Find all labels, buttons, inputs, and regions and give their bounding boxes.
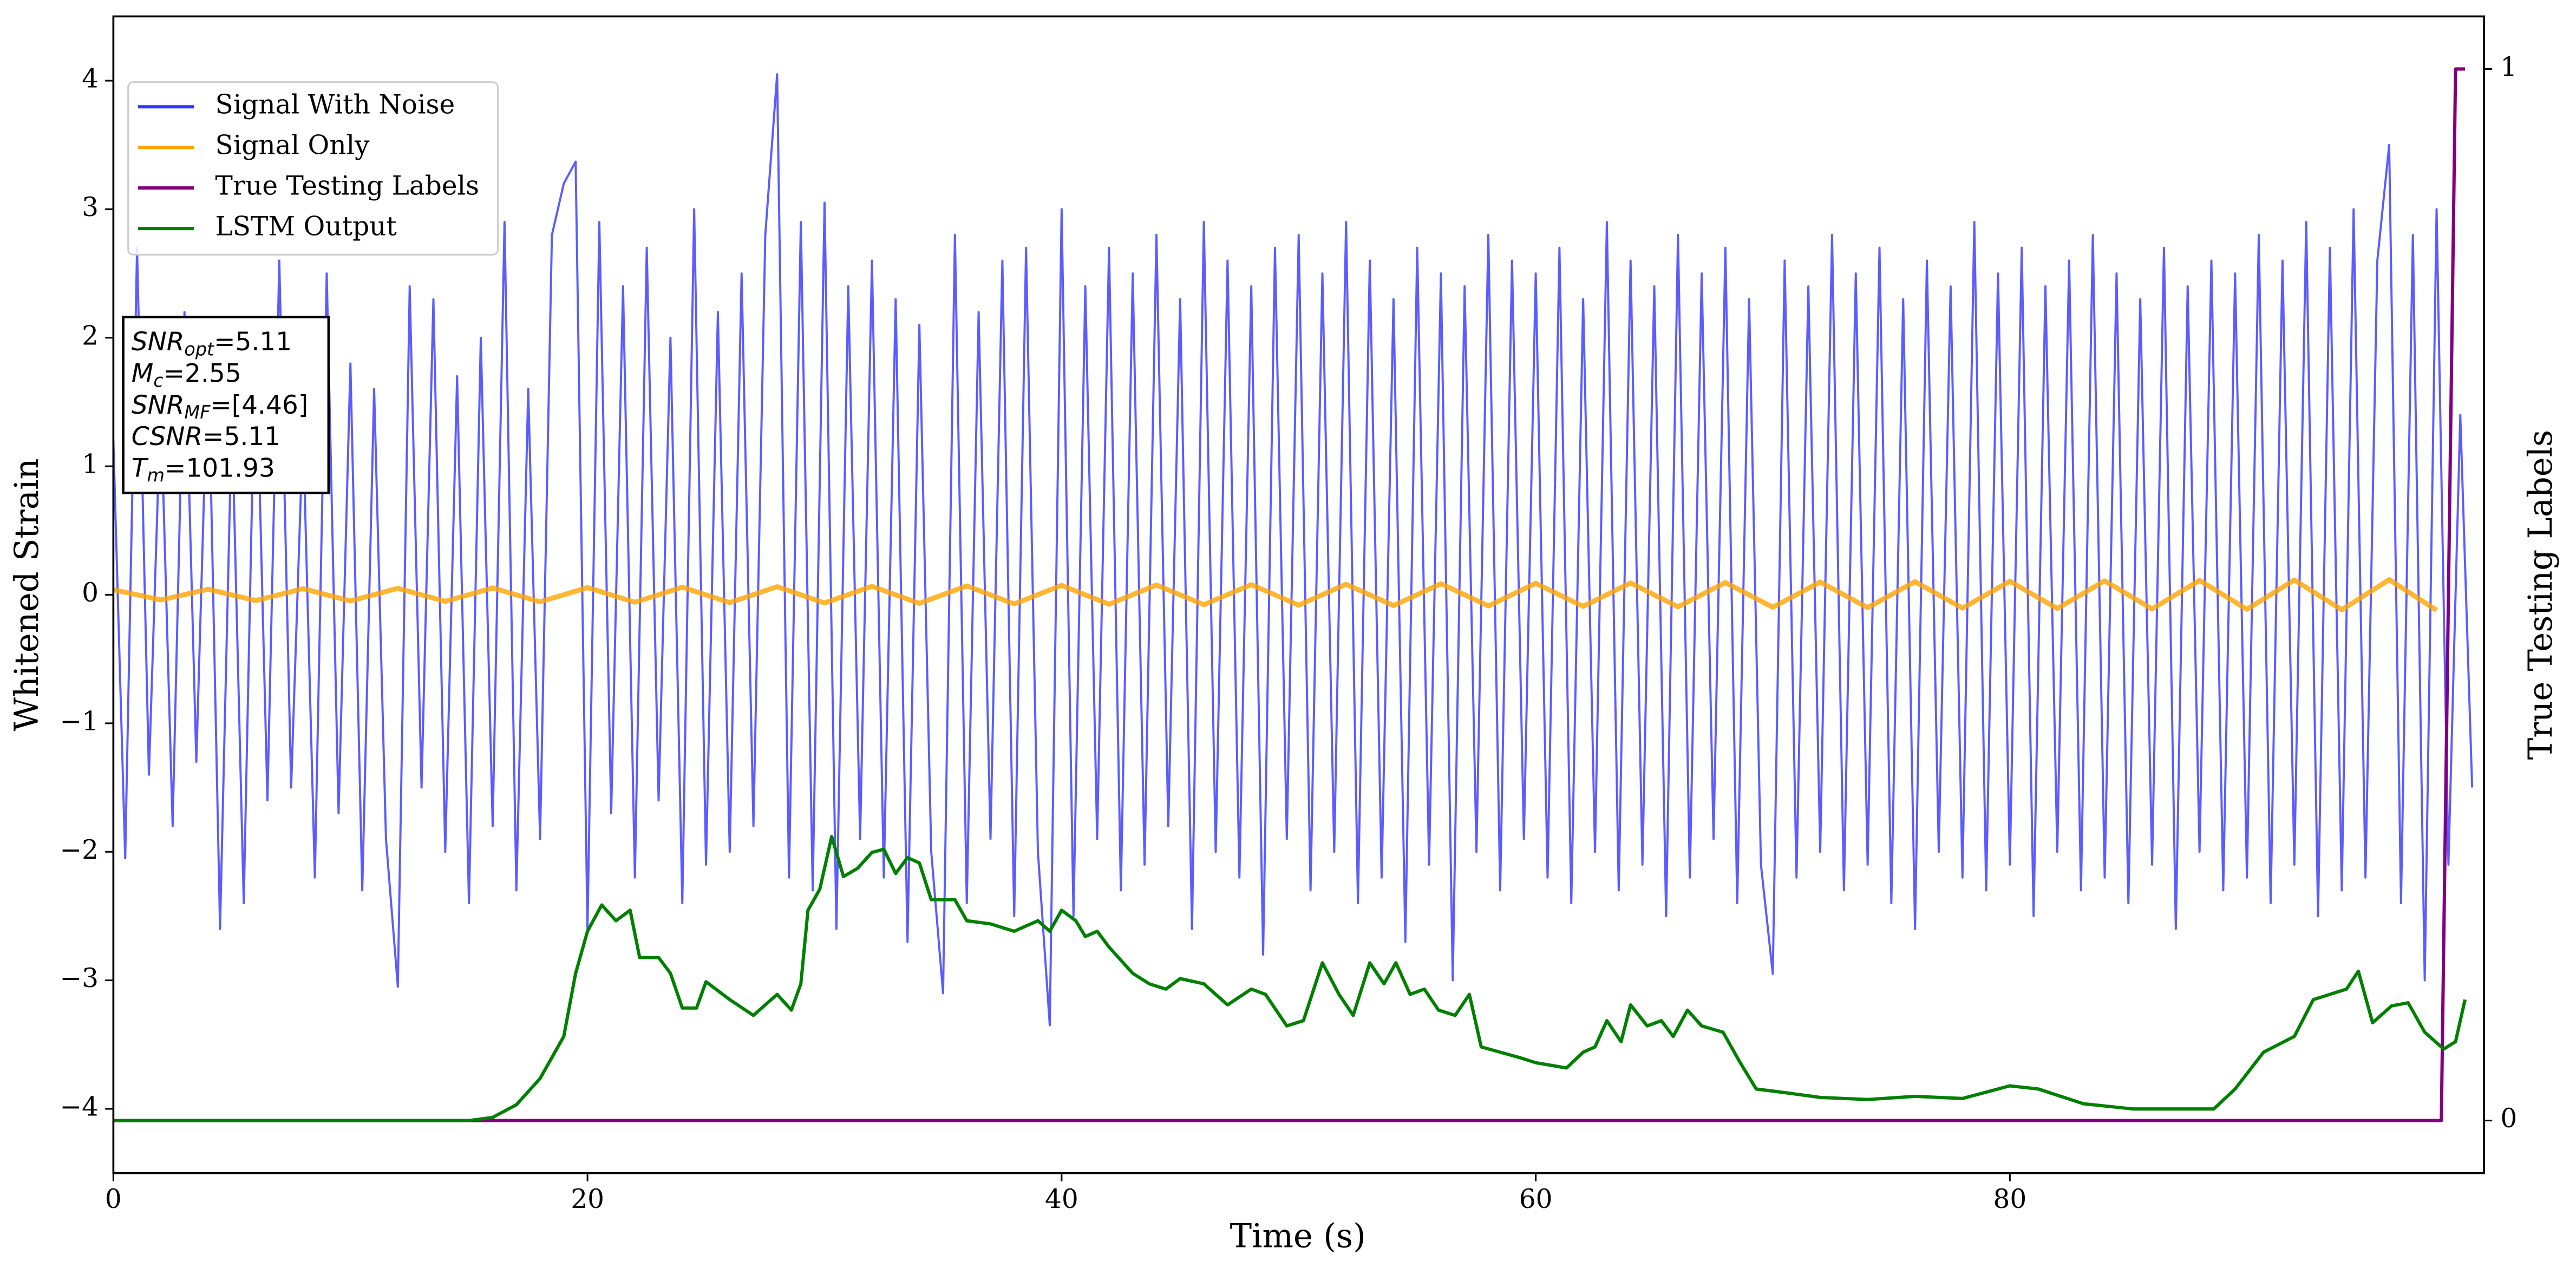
legend-label: LSTM Output <box>215 212 397 242</box>
legend-label: Signal Only <box>215 130 370 161</box>
annotation-value: =[4.46] <box>210 390 308 420</box>
y2-tick-label: 1 <box>2500 52 2517 82</box>
x-tick-label: 60 <box>1519 1184 1553 1214</box>
series-line <box>113 67 2466 1122</box>
x-tick-label: 0 <box>105 1184 122 1214</box>
legend-label: Signal With Noise <box>215 90 455 120</box>
annotation: SNRopt=5.11Mc=2.55SNRMF=[4.46]CSNR=5.11T… <box>122 316 330 494</box>
y-axis-label: Whitened Strain <box>8 459 46 731</box>
y-tick-label: −3 <box>60 963 99 994</box>
annotation-symbol: CSNR <box>132 422 202 452</box>
annotation-subscript: m <box>147 465 164 486</box>
series-line <box>113 577 2438 612</box>
y2-axis-label: True Testing Labels <box>2522 430 2560 760</box>
annotation-value: =5.11 <box>202 422 280 452</box>
annotation-symbol: SNR <box>132 390 185 420</box>
y-tick-label: 4 <box>82 64 99 94</box>
annotation-value: =5.11 <box>214 327 292 357</box>
series-line <box>113 73 2474 1027</box>
y-tick-label: 1 <box>82 449 99 480</box>
annotation-symbol: T <box>132 453 149 483</box>
y-tick-label: −1 <box>60 706 99 736</box>
y-tick-label: −2 <box>60 835 99 865</box>
x-tick-label: 40 <box>1045 1184 1078 1214</box>
y-tick-label: 2 <box>82 321 99 351</box>
legend-label: True Testing Labels <box>215 171 480 201</box>
annotation-line: CSNR=5.11 <box>132 422 280 452</box>
legend: Signal With Noise Signal Only True Testing… <box>127 81 499 256</box>
annotation-line: SNRopt=5.11 <box>132 327 292 360</box>
annotation-line: Mc=2.55 <box>132 358 241 391</box>
annotation-subscript: c <box>153 370 163 391</box>
x-axis-label: Time (s) <box>1230 1218 1366 1256</box>
y-tick-label: −4 <box>60 1092 99 1122</box>
legend-box <box>127 81 499 256</box>
annotation-symbol: SNR <box>132 327 185 357</box>
annotation-line: Tm=101.93 <box>132 453 275 486</box>
x-tick-label: 20 <box>571 1184 604 1214</box>
x-tick-label: 80 <box>1993 1184 2026 1214</box>
plot-area <box>113 67 2474 1122</box>
annotation-subscript: MF <box>184 401 211 422</box>
annotation-symbol: M <box>132 358 154 388</box>
y-tick-label: 0 <box>82 578 99 608</box>
annotation-box <box>122 316 330 494</box>
annotation-subscript: opt <box>184 338 215 360</box>
annotation-value: =2.55 <box>164 358 241 388</box>
annotation-line: SNRMF=[4.46] <box>132 390 308 422</box>
annotation-value: =101.93 <box>165 453 275 483</box>
y2-tick-label: 0 <box>2500 1103 2517 1134</box>
y-tick-label: 3 <box>82 192 99 223</box>
series-line <box>113 835 2467 1122</box>
